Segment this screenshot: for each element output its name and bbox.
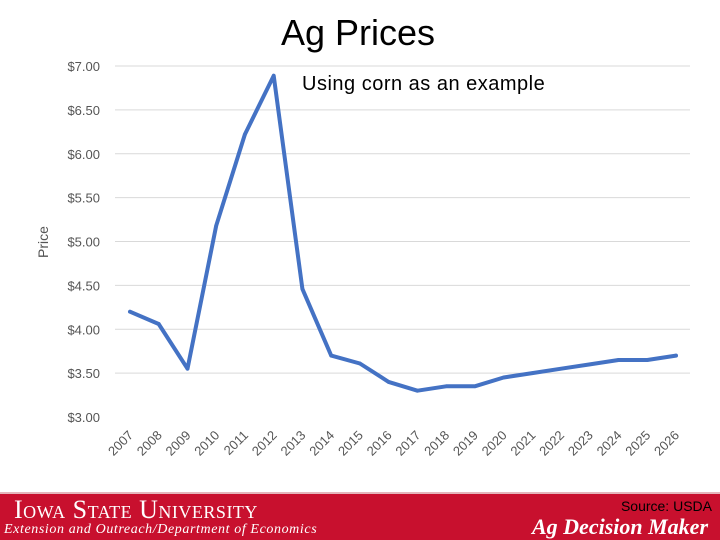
grid-lines bbox=[115, 65, 690, 374]
series-line bbox=[128, 73, 678, 393]
x-tick-label: 2009 bbox=[163, 428, 194, 459]
data-point bbox=[128, 309, 132, 314]
data-point bbox=[156, 322, 161, 326]
series-group bbox=[128, 73, 678, 393]
data-point bbox=[185, 366, 190, 371]
y-tick-label: $5.50 bbox=[67, 191, 100, 206]
data-point bbox=[243, 132, 247, 137]
data-point bbox=[329, 353, 333, 358]
data-point bbox=[444, 384, 448, 389]
x-tick-labels: 2007200820092010201120122013201420152016… bbox=[105, 428, 682, 459]
x-tick-label: 2016 bbox=[364, 428, 395, 459]
data-point bbox=[271, 73, 276, 78]
data-point bbox=[559, 366, 563, 371]
x-tick-label: 2007 bbox=[105, 428, 136, 459]
x-tick-label: 2011 bbox=[221, 428, 251, 458]
data-point bbox=[616, 358, 621, 362]
x-tick-label: 2022 bbox=[536, 428, 567, 459]
university-wordmark: Iowa State University bbox=[14, 495, 258, 524]
data-point bbox=[386, 380, 391, 384]
data-point bbox=[530, 371, 535, 375]
x-tick-label: 2008 bbox=[134, 428, 165, 459]
x-tick-label: 2023 bbox=[565, 428, 596, 459]
y-tick-label: $7.00 bbox=[67, 59, 100, 74]
y-tick-label: $6.50 bbox=[67, 103, 100, 118]
y-tick-label: $3.50 bbox=[67, 366, 100, 381]
data-point bbox=[501, 375, 506, 380]
department-text: Extension and Outreach/Department of Eco… bbox=[4, 522, 318, 537]
data-point bbox=[358, 361, 362, 366]
x-tick-label: 2020 bbox=[479, 428, 510, 459]
x-tick-label: 2012 bbox=[249, 428, 280, 459]
data-point bbox=[415, 388, 420, 393]
data-point bbox=[473, 384, 477, 389]
footer-stripe bbox=[0, 492, 720, 494]
footer-bar bbox=[0, 492, 720, 540]
data-point bbox=[300, 287, 305, 291]
y-tick-label: $5.00 bbox=[67, 235, 100, 250]
data-point bbox=[674, 353, 678, 358]
y-tick-label: $3.00 bbox=[67, 410, 100, 425]
y-tick-label: $6.00 bbox=[67, 147, 100, 162]
slide-title: Ag Prices bbox=[280, 12, 436, 53]
chart-subtitle: Using corn as an example bbox=[302, 73, 546, 95]
x-tick-label: 2018 bbox=[421, 428, 452, 459]
price-line-chart: $7.00 $6.50 $6.00 $5.50 $5.00 $4.50 $4.00 $3.50… bbox=[35, 59, 690, 459]
x-tick-label: 2010 bbox=[191, 428, 222, 459]
x-tick-label: 2013 bbox=[277, 428, 308, 459]
x-tick-label: 2024 bbox=[594, 428, 625, 459]
x-tick-label: 2026 bbox=[651, 428, 682, 459]
y-axis-label: Price bbox=[35, 226, 51, 258]
x-tick-label: 2019 bbox=[450, 428, 481, 459]
y-tick-labels: $7.00 $6.50 $6.00 $5.50 $5.00 $4.50 $4.00 $3.50… bbox=[67, 59, 100, 425]
data-point bbox=[645, 358, 650, 362]
x-tick-label: 2017 bbox=[392, 428, 423, 459]
data-point bbox=[214, 223, 219, 228]
y-tick-label: $4.50 bbox=[67, 278, 100, 293]
data-point bbox=[587, 362, 592, 367]
x-tick-label: 2015 bbox=[335, 428, 366, 459]
x-tick-label: 2025 bbox=[622, 428, 653, 459]
source-note: Source: USDA bbox=[620, 498, 712, 514]
brand-logo: Ag Decision Maker bbox=[532, 514, 708, 539]
x-tick-label: 2014 bbox=[306, 428, 337, 459]
y-tick-label: $4.00 bbox=[67, 322, 100, 337]
x-tick-label: 2021 bbox=[507, 428, 538, 459]
